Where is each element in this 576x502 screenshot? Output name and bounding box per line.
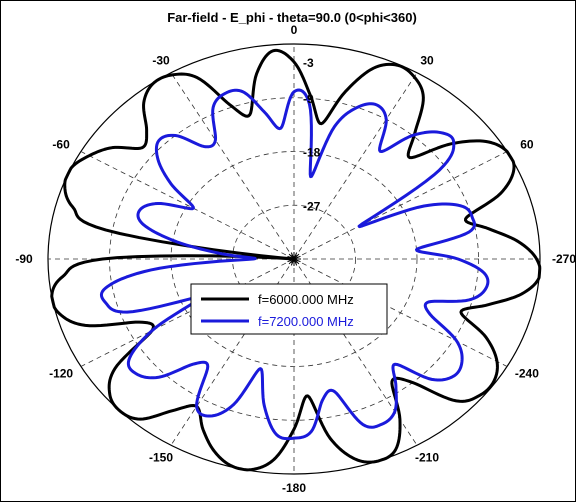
angle-tick-label: -150 [149, 450, 173, 464]
angle-tick-label: -270 [552, 252, 575, 266]
grid-spoke [80, 151, 295, 260]
series-layer [50, 48, 542, 472]
angle-tick-label: 30 [420, 54, 434, 68]
series-line-1 [99, 88, 490, 441]
angle-tick-label: 60 [520, 138, 534, 152]
grid-spoke [80, 258, 295, 367]
grid-spoke [170, 72, 295, 260]
angle-tick-label: -90 [15, 252, 33, 266]
angle-tick-label: -30 [152, 54, 170, 68]
legend-label-7200: f=7200.000 MHz [258, 314, 354, 329]
angle-tick-labels: 0 30 60 -270 -240 -210 -180 -150 -120 -90 -60 -30 [15, 23, 575, 495]
angle-tick-label: -120 [49, 367, 73, 381]
angle-tick-label: -210 [415, 450, 439, 464]
grid-ring [170, 151, 418, 367]
angle-tick-label: -240 [515, 367, 539, 381]
series-line-0 [50, 48, 542, 472]
radial-tick-labels: -3 -9 -18 -27 [303, 56, 321, 213]
center-marker [287, 252, 301, 266]
polar-grid [47, 43, 541, 475]
angle-tick-label: -60 [52, 138, 70, 152]
legend-label-6000: f=6000.000 MHz [258, 292, 354, 307]
grid-spoke [293, 258, 508, 367]
angle-tick-label: -180 [282, 481, 306, 495]
grid-spoke [293, 72, 418, 260]
radial-tick-label: -18 [303, 146, 321, 160]
angle-tick-label: 0 [291, 23, 298, 37]
legend: f=6000.000 MHz f=7200.000 MHz [190, 283, 388, 335]
chart-title: Far-field - E_phi - theta=90.0 (0<phi<36… [167, 10, 417, 25]
grid-spoke [293, 151, 508, 260]
legend-box [190, 283, 388, 335]
radial-tick-label: -3 [303, 56, 314, 70]
radial-tick-label: -9 [303, 92, 314, 106]
radial-tick-label: -27 [303, 199, 321, 213]
